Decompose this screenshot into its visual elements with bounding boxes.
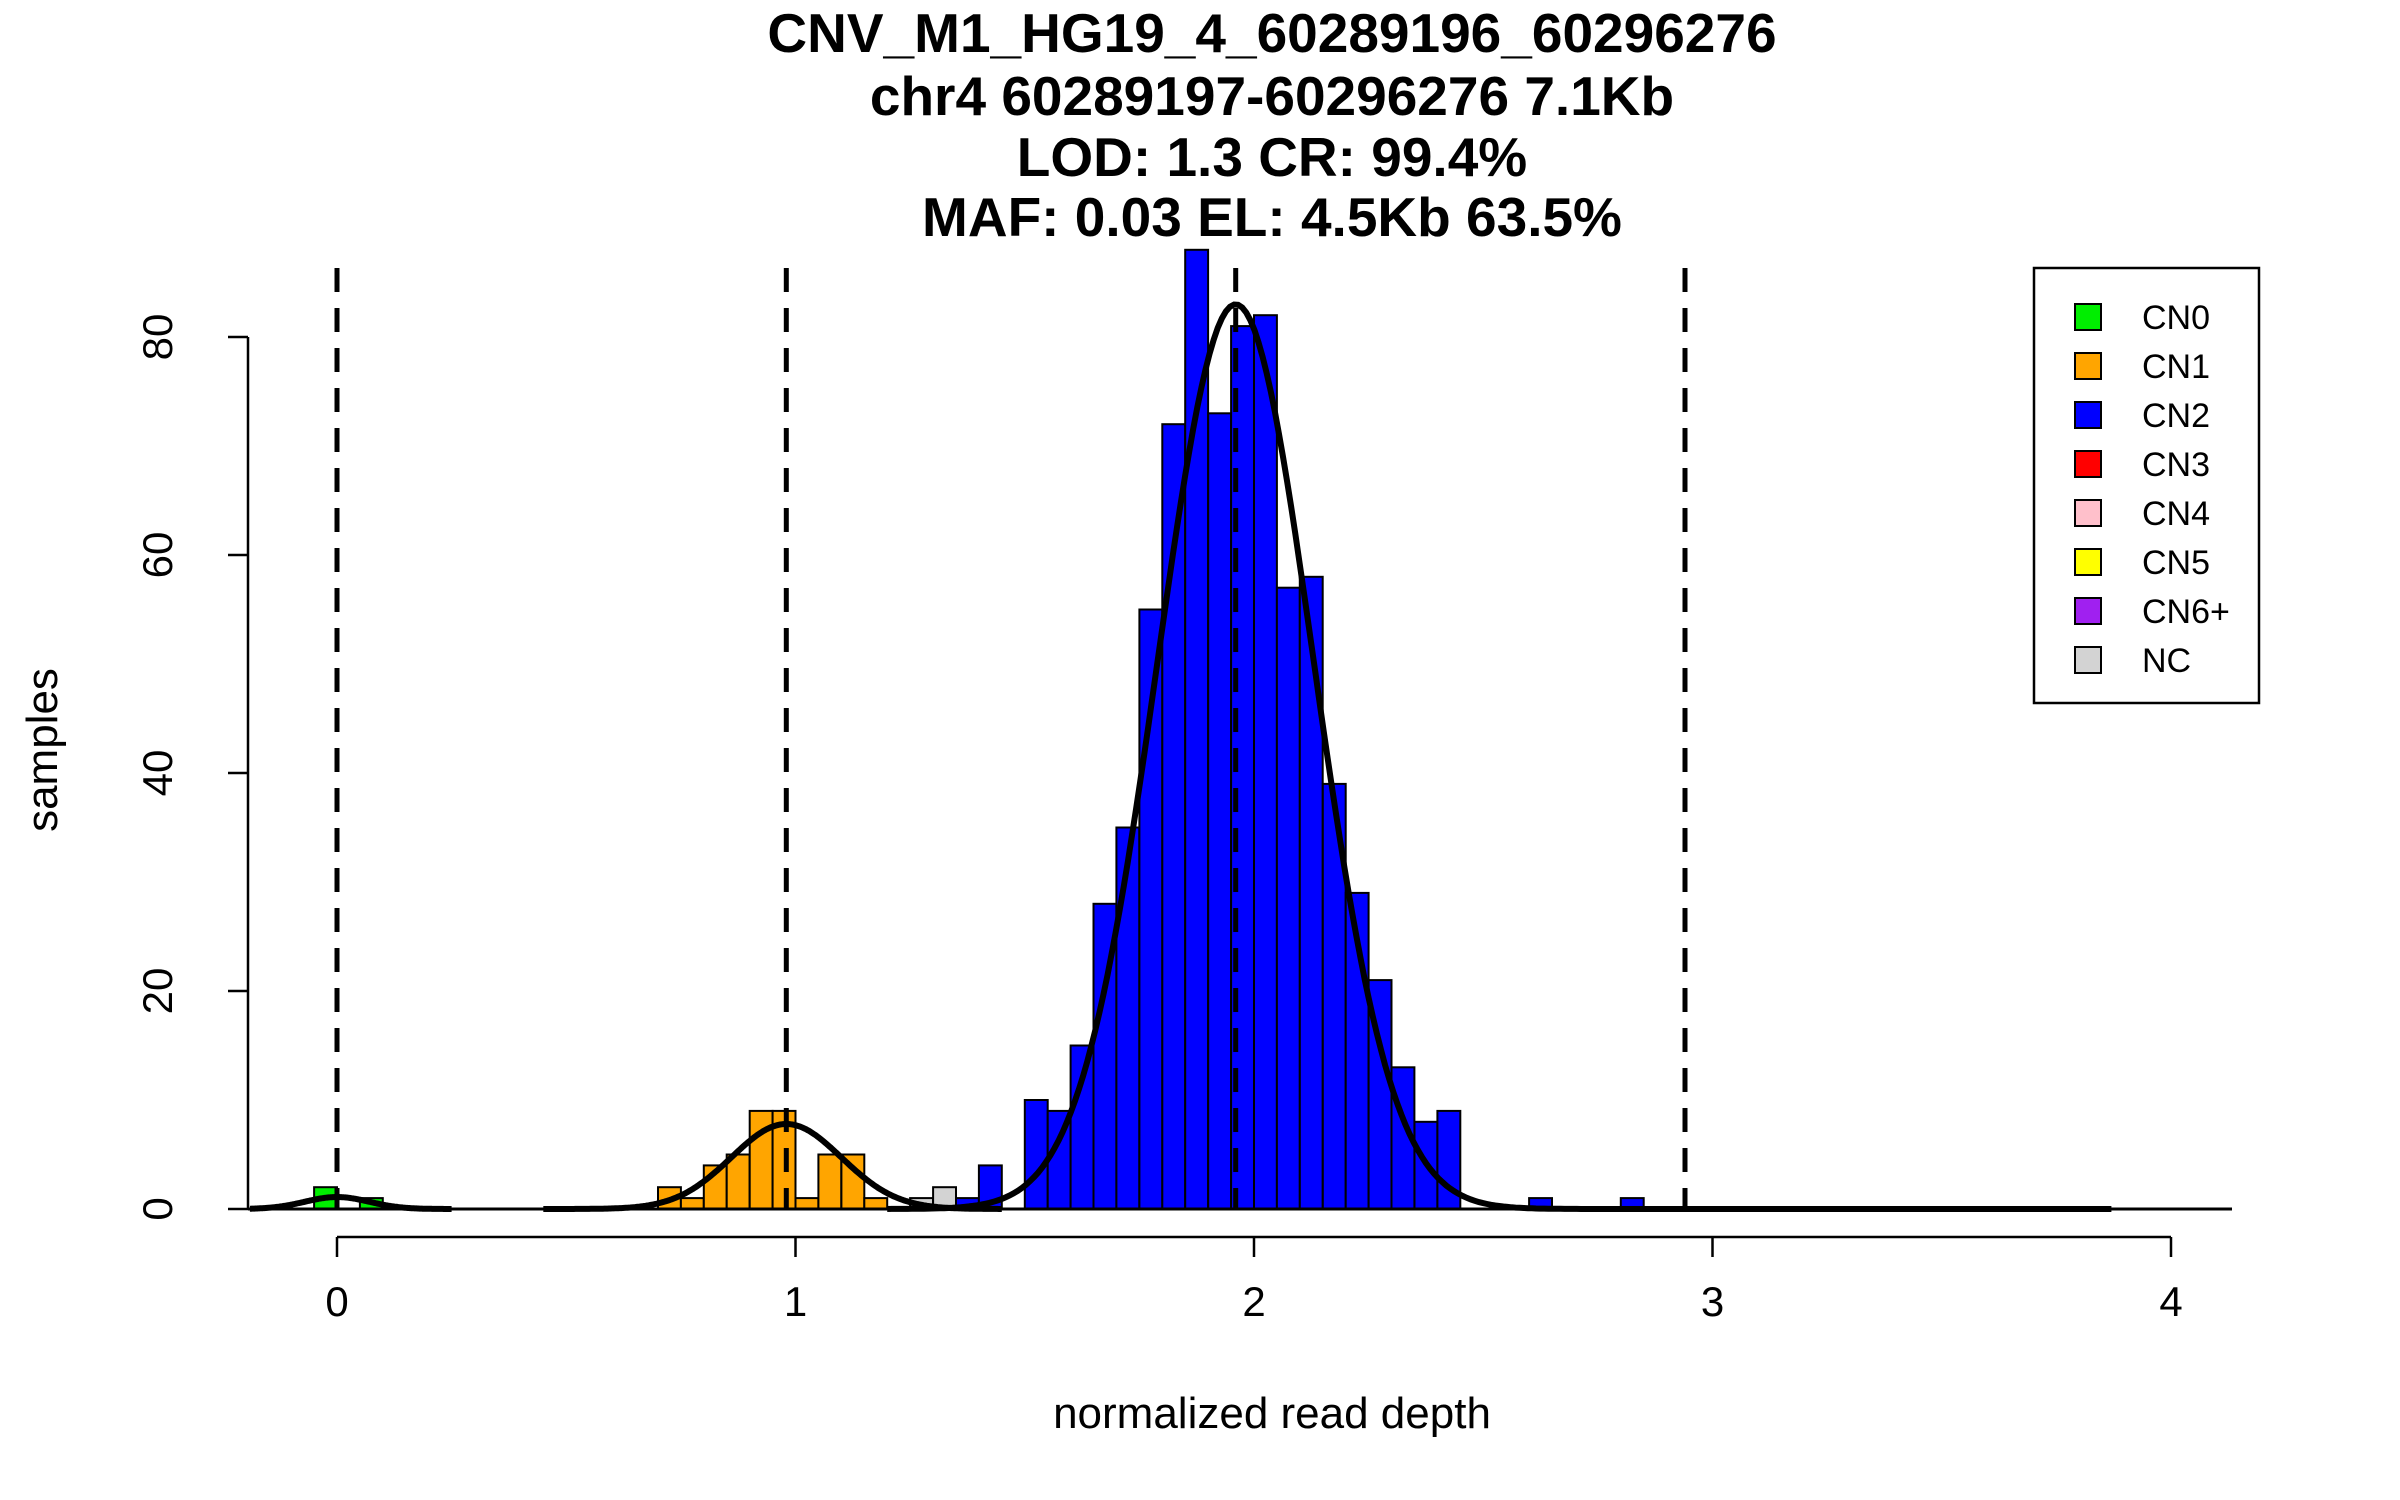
legend-label-cn2: CN2 (2142, 397, 2210, 435)
x-tick-label: 0 (325, 1278, 348, 1325)
chart-title: CNV_M1_HG19_4_60289196_60296276 chr4 602… (767, 2, 1776, 248)
x-tick-label: 4 (2159, 1278, 2182, 1325)
histogram-bar-cn2 (1023, 1099, 1049, 1210)
x-tick-label: 1 (784, 1278, 807, 1325)
legend-label-nc: NC (2142, 642, 2191, 680)
y-tick-label: 80 (134, 314, 181, 361)
y-tick-label: 60 (134, 532, 181, 579)
x-tick-label: 3 (1701, 1278, 1724, 1325)
legend-swatch-cn4 (2074, 499, 2102, 527)
histogram-bar-cn2 (1207, 412, 1233, 1210)
legend-swatch-cn6plus (2074, 597, 2102, 625)
legend-swatch-nc (2074, 646, 2102, 674)
histogram-bar-cn2 (1184, 248, 1210, 1211)
chart-title-line-3: LOD: 1.3 CR: 99.4% (1017, 126, 1527, 188)
histogram-bar-cn2 (1115, 826, 1141, 1210)
legend: CN0 CN1 CN2 CN3 CN4 CN5 CN6+ NC (2032, 266, 2261, 705)
histogram-bar-cn1 (794, 1197, 820, 1210)
legend-swatch-cn3 (2074, 450, 2102, 478)
y-tick-label: 0 (134, 1197, 181, 1220)
legend-swatch-cn2 (2074, 401, 2102, 429)
y-axis-title: samples (18, 668, 67, 832)
legend-swatch-cn0 (2074, 303, 2102, 331)
histogram-bar-cn1 (863, 1197, 889, 1210)
chart-title-line-4: MAF: 0.03 EL: 4.5Kb 63.5% (922, 186, 1622, 248)
legend-label-cn4: CN4 (2142, 495, 2210, 533)
chart-title-line-2: chr4 60289197-60296276 7.1Kb (870, 65, 1674, 127)
legend-box (2032, 266, 2261, 705)
legend-label-cn0: CN0 (2142, 299, 2210, 337)
y-tick-label: 20 (134, 968, 181, 1015)
x-axis-title: normalized read depth (1053, 1389, 1491, 1438)
copy-number-cutoff-lines (334, 268, 1688, 1209)
histogram-bars (313, 248, 1645, 1211)
legend-label-cn6plus: CN6+ (2142, 593, 2230, 631)
legend-label-cn3: CN3 (2142, 446, 2210, 484)
chart-title-line-1: CNV_M1_HG19_4_60289196_60296276 (767, 2, 1776, 64)
y-tick-label: 40 (134, 750, 181, 797)
histogram-bar-cn2 (1298, 575, 1324, 1210)
histogram-bar-cn2 (1253, 314, 1278, 1210)
legend-label-cn5: CN5 (2142, 544, 2210, 582)
legend-label-cn1: CN1 (2142, 348, 2210, 386)
legend-swatch-cn5 (2074, 548, 2102, 576)
fitted-curve-1 (249, 1194, 452, 1212)
x-tick-label: 2 (1242, 1278, 1265, 1325)
histogram-bar-cn2 (1275, 586, 1301, 1210)
legend-swatch-cn1 (2074, 352, 2102, 380)
histogram-bar-cn1 (817, 1153, 843, 1210)
histogram-bar-cn1 (679, 1197, 705, 1210)
